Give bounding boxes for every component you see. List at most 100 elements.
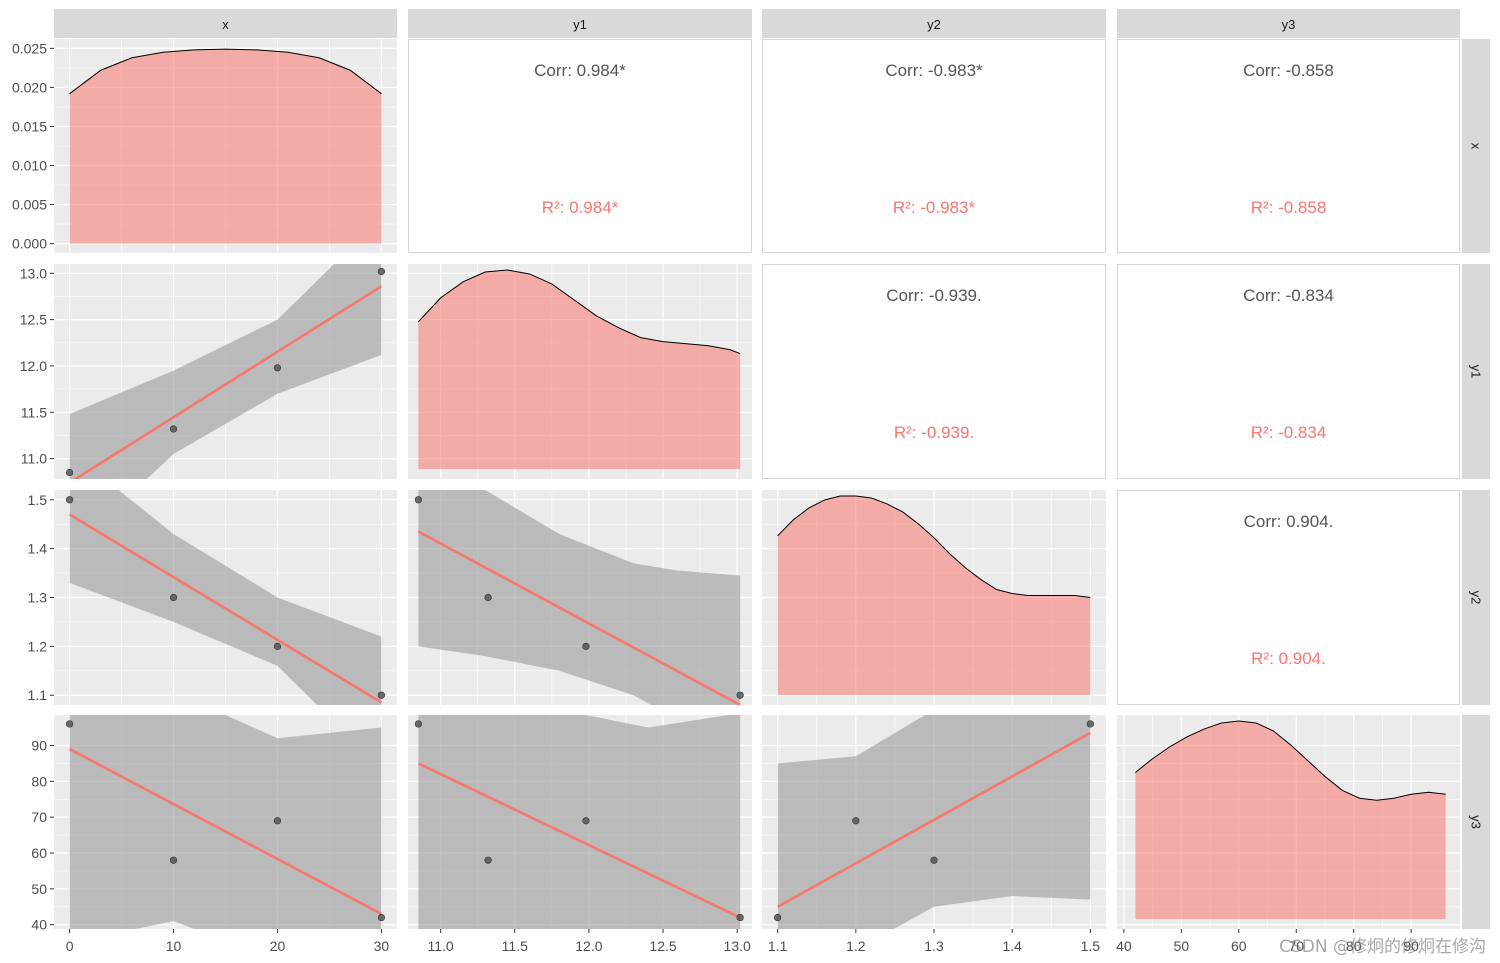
- confidence-band: [69, 264, 382, 479]
- tick-label: 90: [1403, 938, 1419, 954]
- density-curve: [1135, 720, 1446, 801]
- x-axis-y3: 40 50 60 70 80 90: [1116, 929, 1419, 954]
- row-strip-y1: y1: [1462, 264, 1490, 479]
- tick-label: 80: [31, 773, 47, 789]
- data-point: [169, 425, 178, 433]
- regression-line: [68, 513, 383, 704]
- data-point: [736, 913, 744, 922]
- correlation-value: Corr: 0.984*: [534, 61, 626, 80]
- tick-label: 0.025: [12, 40, 47, 56]
- strip-background: [54, 9, 397, 38]
- tick-label: 12.0: [20, 358, 47, 374]
- correlation-value: Corr: -0.834: [1243, 286, 1334, 305]
- row-strip-y2: y2: [1462, 490, 1490, 705]
- strip-background: [1462, 490, 1490, 705]
- panel-y1-y3: Corr: -0.834 R²: -0.834: [1117, 264, 1460, 479]
- tick-label: 1.3: [28, 590, 48, 606]
- tick-label: 1.1: [28, 687, 48, 703]
- tick-label: 11.5: [21, 404, 47, 420]
- r-squared-value: R²: 0.984*: [542, 198, 619, 217]
- tick-label: 30: [374, 938, 390, 954]
- panel-x-y2: Corr: -0.983* R²: -0.983*: [762, 39, 1106, 253]
- data-point: [582, 642, 590, 650]
- data-point: [736, 691, 744, 699]
- strip-label: y2: [927, 17, 941, 32]
- strip-label: y1: [573, 17, 587, 32]
- correlation-value: Corr: -0.858: [1243, 61, 1334, 80]
- panel-y1-y2: Corr: -0.939. R²: -0.939.: [762, 264, 1106, 479]
- data-point: [774, 913, 782, 922]
- x-axis-y2: 1.1 1.2 1.3 1.4 1.5: [768, 929, 1100, 954]
- r-squared-value: R²: -0.858: [1251, 198, 1327, 217]
- panel-x-x: [54, 39, 397, 253]
- strip-label: x: [1469, 143, 1484, 150]
- data-point: [273, 642, 282, 650]
- tick-label: 11.0: [428, 938, 454, 954]
- data-point: [65, 720, 74, 728]
- column-strip-y1: y1: [408, 9, 752, 38]
- correlation-panel: [762, 39, 1106, 253]
- confidence-band: [418, 490, 741, 705]
- tick-label: 12.0: [575, 938, 602, 954]
- tick-label: 1.3: [924, 938, 944, 954]
- data-point: [484, 856, 492, 864]
- strip-background: [1462, 264, 1490, 479]
- tick-label: 0.015: [12, 118, 47, 134]
- correlation-value: Corr: -0.939.: [886, 286, 981, 305]
- correlation-value: Corr: -0.983*: [885, 61, 983, 80]
- r-squared-value: R²: -0.834: [1251, 423, 1327, 442]
- tick-label: 1.1: [768, 938, 788, 954]
- strip-label: y3: [1282, 17, 1296, 32]
- correlation-panel: [1117, 490, 1460, 705]
- r-squared-value: R²: 0.904.: [1251, 649, 1326, 668]
- tick-label: 13.0: [724, 938, 751, 954]
- panel-y3-y3: [1117, 715, 1460, 929]
- data-point: [414, 496, 422, 504]
- tick-label: 11.0: [21, 451, 47, 467]
- data-point: [377, 267, 386, 276]
- data-point: [414, 720, 422, 728]
- strip-background: [408, 9, 752, 38]
- tick-label: 1.4: [1002, 938, 1022, 954]
- tick-label: 40: [1116, 938, 1132, 954]
- data-point: [65, 496, 74, 504]
- regression-line: [417, 530, 741, 705]
- watermark: CSDN @修炯的修炯在修沟: [1279, 937, 1486, 957]
- correlation-panel: [762, 264, 1106, 479]
- r-squared-value: R²: -0.939.: [894, 423, 974, 442]
- r-squared-value: R²: -0.983*: [893, 198, 976, 217]
- tick-label: 40: [31, 917, 47, 933]
- density-area: [69, 49, 382, 244]
- regression-line: [777, 731, 1091, 908]
- tick-label: 50: [31, 881, 47, 897]
- tick-label: 0.000: [12, 236, 47, 252]
- y-axis-y2: 1.1 1.2 1.3 1.4 1.5: [28, 492, 54, 703]
- tick-label: 70: [1288, 938, 1304, 954]
- column-strip-y3: y3: [1117, 9, 1460, 38]
- tick-label: 80: [1346, 938, 1362, 954]
- strip-background: [762, 9, 1106, 38]
- density-area: [418, 270, 741, 469]
- regression-line: [73, 285, 383, 479]
- x-axis-x: 0 10 20 30: [66, 929, 390, 954]
- density-area: [777, 496, 1091, 695]
- density-curve: [418, 269, 741, 355]
- data-point: [930, 856, 938, 864]
- panel-y3-y2: [762, 715, 1106, 929]
- data-point: [484, 593, 492, 602]
- tick-label: 12.5: [20, 312, 47, 328]
- tick-label: 0.020: [12, 79, 47, 95]
- data-point: [377, 691, 386, 699]
- tick-label: 70: [31, 809, 47, 825]
- strip-label: x: [222, 17, 229, 32]
- panel-y2-x: [54, 490, 397, 705]
- tick-label: 12.5: [649, 938, 676, 954]
- panel-x-y1: Corr: 0.984* R²: 0.984*: [408, 39, 752, 253]
- strip-label: y3: [1469, 815, 1484, 829]
- data-point: [582, 817, 590, 825]
- tick-label: 60: [1231, 938, 1247, 954]
- column-strip-y2: y2: [762, 9, 1106, 38]
- column-strip-x: x: [54, 9, 397, 38]
- strip-background: [1117, 9, 1460, 38]
